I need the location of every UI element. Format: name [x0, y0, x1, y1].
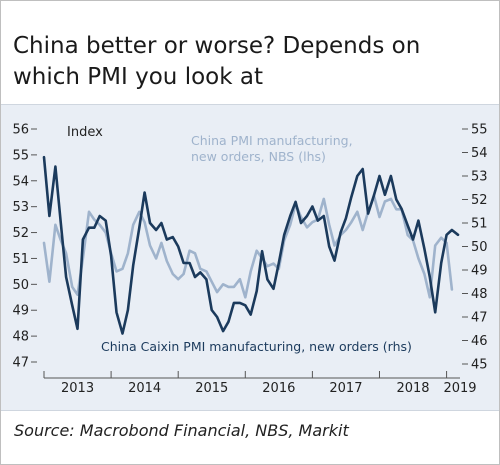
x-tick-label: 2015	[195, 381, 228, 396]
x-tick-label: 2017	[329, 381, 362, 396]
right-tick-label: 49	[471, 264, 488, 279]
x-tick-label: 2016	[262, 381, 295, 396]
caixin-series-line	[42, 155, 460, 335]
left-tick-label: 50	[12, 278, 29, 293]
x-tick-label: 2013	[61, 381, 94, 396]
nbs-series-line	[42, 195, 454, 299]
nbs-series-label: China PMI manufacturing,	[191, 133, 353, 148]
left-tick-label: 53	[12, 200, 29, 215]
plot-area: 47 48 49 50 51 52 53 54 55 56 45 46 47 48 49 50 51 52 53 54…	[1, 104, 499, 411]
left-tick-label: 54	[12, 174, 29, 189]
nbs-series-label: new orders, NBS (lhs)	[191, 149, 326, 164]
chart-svg: 47 48 49 50 51 52 53 54 55 56 45 46 47 48 49 50 51 52 53 54…	[12, 123, 488, 397]
right-tick-label: 50	[471, 240, 488, 255]
right-tick-label: 48	[471, 287, 488, 302]
source-note: Source: Macrobond Financial, NBS, Markit	[14, 421, 349, 440]
right-tick-label: 55	[471, 123, 488, 138]
x-tick-label: 2019	[443, 381, 476, 396]
right-tick-label: 46	[471, 334, 488, 349]
right-tick-label: 53	[471, 170, 488, 185]
caixin-series-label: China Caixin PMI manufacturing, new orde…	[101, 339, 412, 354]
right-tick-label: 51	[471, 217, 488, 232]
x-tick-label: 2014	[128, 381, 161, 396]
left-tick-label: 49	[12, 304, 29, 319]
left-tick-label: 52	[12, 226, 29, 241]
chart-title: China better or worse? Depends on which …	[13, 33, 421, 90]
right-tick-label: 47	[471, 311, 488, 326]
right-tick-label: 54	[471, 146, 488, 161]
left-axis-label: Index	[67, 125, 103, 140]
left-tick-label: 55	[12, 148, 29, 163]
left-tick-label: 48	[12, 330, 29, 345]
right-tick-label: 52	[471, 193, 488, 208]
x-tick-label: 2018	[396, 381, 429, 396]
right-tick-label: 45	[471, 358, 488, 373]
left-tick-label: 56	[12, 123, 29, 138]
left-tick-label: 51	[12, 252, 29, 267]
left-tick-label: 47	[12, 356, 29, 371]
